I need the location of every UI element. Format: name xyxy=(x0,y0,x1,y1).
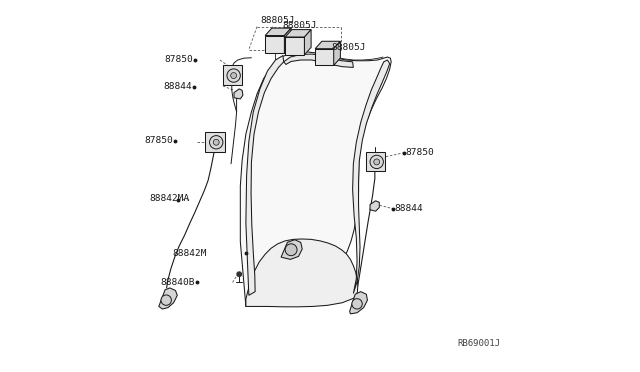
Polygon shape xyxy=(349,292,367,314)
Polygon shape xyxy=(284,54,353,67)
Circle shape xyxy=(370,155,383,169)
Text: 88844: 88844 xyxy=(163,82,192,91)
Polygon shape xyxy=(370,201,380,211)
Polygon shape xyxy=(284,28,291,53)
Polygon shape xyxy=(305,30,311,55)
Text: 88805J: 88805J xyxy=(331,43,365,52)
Polygon shape xyxy=(333,41,340,65)
Text: 88842M: 88842M xyxy=(172,249,207,258)
Circle shape xyxy=(209,136,223,149)
Circle shape xyxy=(227,69,240,82)
Text: 88805J: 88805J xyxy=(282,20,317,30)
Polygon shape xyxy=(265,36,284,53)
Text: 88840B: 88840B xyxy=(160,278,195,287)
Text: RB69001J: RB69001J xyxy=(457,339,500,348)
Polygon shape xyxy=(246,55,284,295)
Polygon shape xyxy=(353,60,390,294)
Polygon shape xyxy=(315,49,333,65)
Polygon shape xyxy=(159,288,177,309)
Polygon shape xyxy=(240,52,391,307)
Polygon shape xyxy=(365,151,385,171)
Text: 88805J: 88805J xyxy=(260,16,294,25)
Text: 88844: 88844 xyxy=(395,205,424,214)
Circle shape xyxy=(213,139,219,145)
Polygon shape xyxy=(281,240,302,259)
Text: 87850: 87850 xyxy=(145,136,173,145)
Text: 87850: 87850 xyxy=(405,148,434,157)
Polygon shape xyxy=(223,65,242,85)
Circle shape xyxy=(374,159,380,165)
Text: 87850: 87850 xyxy=(164,55,193,64)
Circle shape xyxy=(230,73,237,78)
Polygon shape xyxy=(285,37,305,55)
Circle shape xyxy=(161,295,172,305)
Circle shape xyxy=(237,272,241,276)
Polygon shape xyxy=(205,132,225,151)
Polygon shape xyxy=(265,28,291,36)
Circle shape xyxy=(285,244,297,256)
Polygon shape xyxy=(246,239,358,307)
Text: 88842MA: 88842MA xyxy=(150,195,190,203)
Polygon shape xyxy=(234,89,243,99)
Circle shape xyxy=(352,299,362,309)
Polygon shape xyxy=(315,41,340,49)
Polygon shape xyxy=(285,30,311,37)
